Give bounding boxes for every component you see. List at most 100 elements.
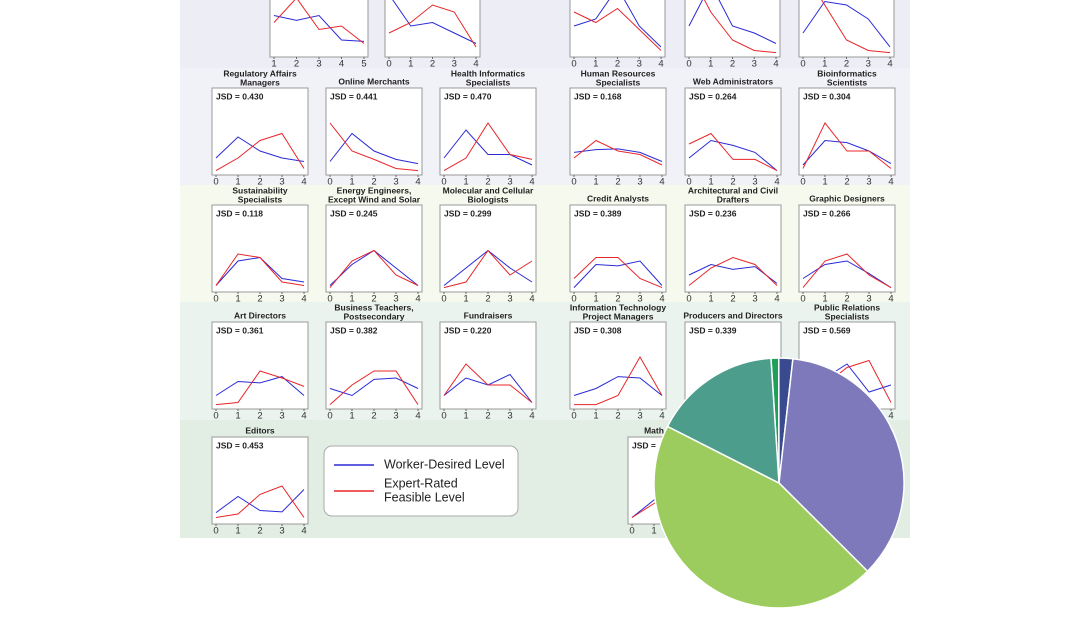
x-tick-label: 1 xyxy=(235,294,240,305)
panel-title: Online Merchants xyxy=(338,76,410,86)
series-line xyxy=(392,0,477,44)
x-tick-label: 4 xyxy=(529,294,534,305)
x-tick-label: 2 xyxy=(257,177,262,188)
x-tick-label: 0 xyxy=(800,177,805,188)
x-tick-label: 2 xyxy=(257,411,262,422)
panel: 0 1 2 3 4 xyxy=(569,0,666,70)
panel-title: Information Technology xyxy=(570,302,666,312)
plot-area xyxy=(325,87,423,176)
jsd-label: JSD = 0.389 xyxy=(574,208,622,218)
x-tick-label: 1 xyxy=(271,59,276,70)
panel-title: Specialists xyxy=(238,194,283,204)
x-tick-label: 1 xyxy=(651,526,656,537)
x-tick-label: 3 xyxy=(866,177,871,188)
x-tick-label: 2 xyxy=(730,177,735,188)
panel-title: Specialists xyxy=(825,311,870,321)
jsd-label: JSD = 0.339 xyxy=(689,325,737,335)
x-tick-label: 2 xyxy=(485,411,490,422)
x-tick-label: 1 xyxy=(463,177,468,188)
x-tick-label: 1 xyxy=(235,526,240,537)
panel: Energy Engineers,Except Wind and Solar JS… xyxy=(325,185,423,305)
x-tick-label: 0 xyxy=(800,59,805,70)
x-tick-label: 0 xyxy=(441,411,446,422)
x-tick-label: 4 xyxy=(659,177,664,188)
series-line xyxy=(443,363,533,403)
x-tick-label: 2 xyxy=(615,294,620,305)
series-line xyxy=(443,129,533,166)
panel: Graphic Designers JSD = 0.266 0 1 2 3 4 xyxy=(798,193,896,305)
jsd-label: JSD = 0.264 xyxy=(689,91,737,101)
x-tick-label: 4 xyxy=(659,411,664,422)
pie xyxy=(653,357,905,609)
series-line xyxy=(802,122,892,169)
panel-title: Biologists xyxy=(467,194,508,204)
x-tick-label: 0 xyxy=(629,526,634,537)
x-tick-label: 2 xyxy=(730,294,735,305)
x-tick-label: 0 xyxy=(686,59,691,70)
x-tick-label: 0 xyxy=(686,177,691,188)
x-tick-label: 2 xyxy=(371,411,376,422)
panel-title: Fundraisers xyxy=(464,310,513,320)
x-tick-label: 3 xyxy=(393,411,398,422)
jsd-label: JSD = 0.361 xyxy=(216,325,264,335)
series-line xyxy=(443,249,533,289)
panel-title: Managers xyxy=(240,77,280,87)
plot-area xyxy=(439,204,537,293)
series-line xyxy=(821,0,891,54)
series-line xyxy=(443,122,533,172)
x-tick-label: 3 xyxy=(752,177,757,188)
jsd-label: JSD = 0.266 xyxy=(803,208,851,218)
x-tick-label: 2 xyxy=(257,526,262,537)
x-tick-label: 1 xyxy=(593,59,598,70)
plot-area xyxy=(211,204,309,293)
x-tick-label: 2 xyxy=(294,59,299,70)
panel-title: Regulatory Affairs xyxy=(223,68,297,78)
series-line xyxy=(688,132,778,172)
series-line xyxy=(329,122,419,172)
plot-area xyxy=(569,87,667,176)
legend: Worker-Desired Level Expert-RatedFeasible… xyxy=(323,445,519,517)
x-tick-label: 2 xyxy=(615,59,620,70)
series-line xyxy=(574,355,663,406)
x-tick-label: 4 xyxy=(658,59,663,70)
plot-area xyxy=(439,321,537,410)
x-tick-label: 3 xyxy=(316,59,321,70)
series-line xyxy=(329,132,419,165)
x-tick-label: 1 xyxy=(463,294,468,305)
x-tick-label: 2 xyxy=(844,59,849,70)
x-tick-label: 1 xyxy=(593,411,598,422)
series-line xyxy=(329,249,419,288)
x-tick-label: 4 xyxy=(301,526,306,537)
plot-area xyxy=(569,0,666,58)
x-tick-label: 4 xyxy=(529,177,534,188)
x-tick-label: 3 xyxy=(637,411,642,422)
x-tick-label: 1 xyxy=(708,294,713,305)
panel-title: Architectural and Civil xyxy=(688,185,778,195)
x-tick-label: 3 xyxy=(866,59,871,70)
x-tick-label: 1 xyxy=(708,177,713,188)
x-tick-label: 2 xyxy=(485,177,490,188)
x-tick-label: 0 xyxy=(571,411,576,422)
x-tick-label: 3 xyxy=(507,294,512,305)
series-line xyxy=(388,4,477,48)
series-line xyxy=(215,489,305,514)
pie-slice xyxy=(666,357,780,485)
x-tick-label: 0 xyxy=(213,526,218,537)
x-tick-label: 4 xyxy=(473,59,478,70)
x-tick-label: 0 xyxy=(571,294,576,305)
panel-title: Public Relations xyxy=(814,302,880,312)
plot-area xyxy=(211,87,309,176)
legend-label: Feasible Level xyxy=(384,490,465,504)
jsd-label: JSD = 0.168 xyxy=(574,91,622,101)
series-line xyxy=(329,370,419,405)
x-tick-label: 0 xyxy=(327,177,332,188)
panel: Credit Analysts JSD = 0.389 0 1 2 3 4 xyxy=(569,193,667,305)
panel: 0 1 2 3 4 xyxy=(684,0,781,70)
series-line xyxy=(215,253,305,286)
x-tick-label: 3 xyxy=(866,294,871,305)
